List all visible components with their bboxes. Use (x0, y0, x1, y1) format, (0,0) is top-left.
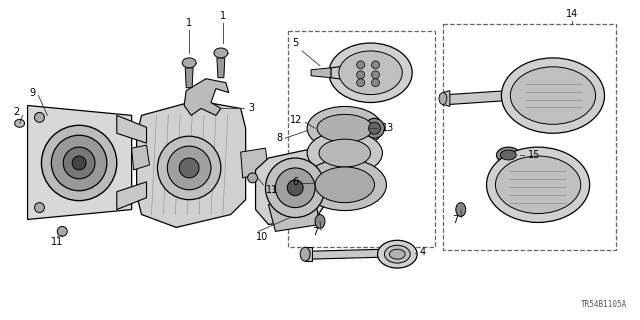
Bar (288, 31, 435, 247)
Ellipse shape (35, 112, 44, 122)
Text: 2: 2 (13, 108, 20, 117)
Ellipse shape (248, 173, 257, 183)
Text: 13: 13 (381, 123, 394, 133)
Ellipse shape (339, 51, 403, 95)
Polygon shape (448, 91, 508, 105)
Text: 14: 14 (566, 9, 578, 19)
Ellipse shape (356, 71, 365, 79)
Ellipse shape (35, 203, 44, 212)
Ellipse shape (378, 240, 417, 268)
Ellipse shape (157, 136, 221, 200)
Ellipse shape (365, 118, 385, 138)
Text: 15: 15 (528, 150, 541, 160)
Ellipse shape (329, 43, 412, 102)
Text: 12: 12 (290, 115, 302, 125)
Ellipse shape (501, 58, 605, 133)
Ellipse shape (497, 147, 520, 163)
Polygon shape (217, 58, 225, 78)
Text: 7: 7 (452, 215, 459, 226)
Text: 8: 8 (276, 133, 282, 143)
Ellipse shape (300, 247, 310, 261)
Polygon shape (184, 79, 228, 116)
Ellipse shape (275, 168, 315, 208)
Ellipse shape (63, 147, 95, 179)
Bar (443, 24, 616, 250)
Polygon shape (241, 148, 268, 178)
Ellipse shape (315, 214, 325, 228)
Ellipse shape (456, 203, 466, 217)
Ellipse shape (15, 119, 24, 127)
Ellipse shape (167, 146, 211, 190)
Text: 6: 6 (292, 177, 298, 187)
Polygon shape (136, 100, 246, 228)
Polygon shape (116, 116, 147, 143)
Ellipse shape (500, 150, 516, 160)
Text: 3: 3 (248, 103, 255, 114)
Ellipse shape (356, 61, 365, 69)
Ellipse shape (42, 125, 116, 201)
Ellipse shape (182, 58, 196, 68)
Ellipse shape (486, 147, 589, 222)
Ellipse shape (372, 71, 380, 79)
Polygon shape (305, 247, 312, 261)
Ellipse shape (287, 180, 303, 196)
Ellipse shape (72, 156, 86, 170)
Text: 10: 10 (255, 232, 268, 242)
Ellipse shape (266, 158, 325, 218)
Ellipse shape (495, 156, 580, 213)
Ellipse shape (510, 67, 596, 124)
Polygon shape (255, 148, 325, 224)
Text: 11: 11 (266, 185, 278, 195)
Polygon shape (310, 249, 385, 259)
Text: 4: 4 (419, 247, 425, 257)
Ellipse shape (389, 249, 405, 259)
Ellipse shape (179, 158, 199, 178)
Ellipse shape (319, 139, 371, 167)
Ellipse shape (372, 61, 380, 69)
Ellipse shape (356, 79, 365, 87)
Polygon shape (443, 91, 450, 107)
Ellipse shape (51, 135, 107, 191)
Ellipse shape (369, 122, 380, 134)
Text: 9: 9 (29, 88, 36, 98)
Polygon shape (28, 106, 132, 220)
Text: 11: 11 (51, 237, 63, 247)
Ellipse shape (307, 131, 383, 175)
Ellipse shape (58, 227, 67, 236)
Ellipse shape (315, 167, 374, 203)
Ellipse shape (385, 245, 410, 263)
Ellipse shape (214, 48, 228, 58)
Ellipse shape (372, 79, 380, 87)
Polygon shape (311, 68, 331, 78)
Polygon shape (185, 68, 193, 88)
Text: 5: 5 (292, 38, 298, 48)
Polygon shape (132, 145, 150, 170)
Text: 1: 1 (220, 11, 226, 21)
Text: 1: 1 (186, 18, 192, 28)
Text: 7: 7 (312, 228, 318, 237)
Polygon shape (116, 182, 147, 210)
Ellipse shape (439, 92, 447, 105)
Text: TR54B1105A: TR54B1105A (581, 300, 627, 309)
Ellipse shape (307, 107, 383, 150)
Polygon shape (268, 200, 320, 231)
Ellipse shape (303, 159, 387, 211)
Ellipse shape (317, 114, 372, 142)
Polygon shape (331, 65, 354, 81)
